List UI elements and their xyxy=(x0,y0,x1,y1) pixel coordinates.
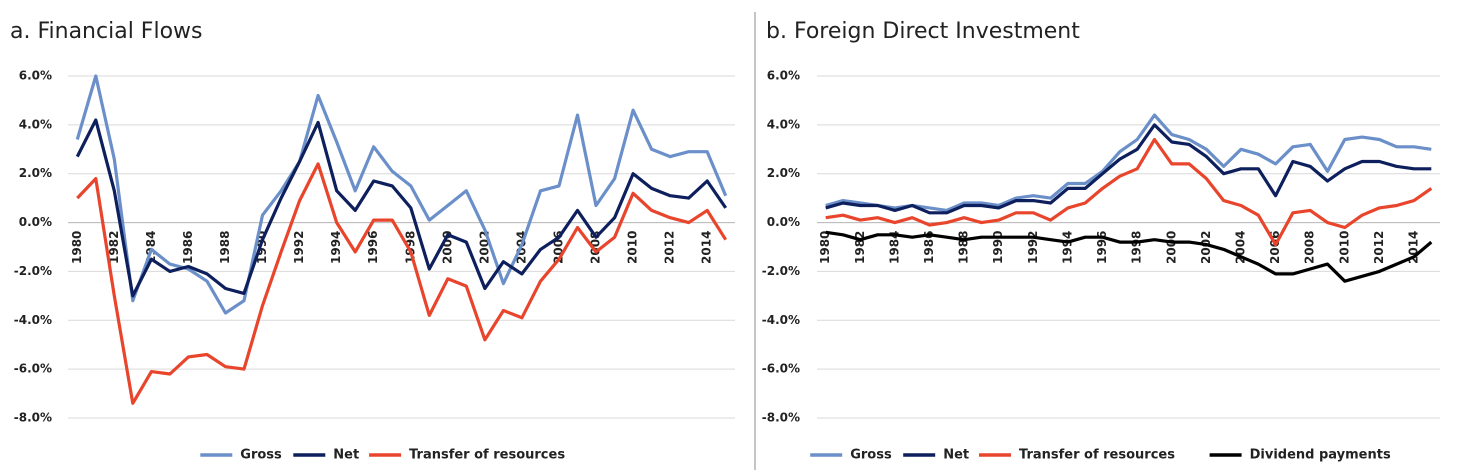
x-tick-label: 1980 xyxy=(70,231,84,264)
chart-title: a. Financial Flows xyxy=(10,19,202,44)
x-tick-label: 1998 xyxy=(403,231,417,264)
y-tick-label: 0.0% xyxy=(19,215,52,229)
x-tick-label: 1996 xyxy=(1095,231,1109,264)
x-tick-label: 2008 xyxy=(1303,231,1317,264)
x-tick-label: 1988 xyxy=(218,231,232,264)
x-tick-label: 1992 xyxy=(1026,231,1040,264)
x-tick-label: 1994 xyxy=(329,231,343,264)
x-tick-label: 1984 xyxy=(887,231,901,264)
x-tick-label: 2000 xyxy=(1164,231,1178,264)
y-tick-label: -8.0% xyxy=(762,411,800,425)
series-line xyxy=(825,230,1433,283)
legend-label: Dividend payments xyxy=(1250,448,1391,463)
legend-label: Gross xyxy=(850,448,892,463)
x-tick-label: 1998 xyxy=(1130,231,1144,264)
y-tick-label: 2.0% xyxy=(19,166,52,180)
y-tick-label: -6.0% xyxy=(14,362,52,376)
x-tick-label: 2014 xyxy=(700,231,714,264)
legend-label: Gross xyxy=(240,448,282,463)
x-tick-label: 1980 xyxy=(818,231,832,264)
x-tick-label: 1988 xyxy=(957,231,971,264)
y-tick-label: 0.0% xyxy=(767,215,800,229)
series-line xyxy=(75,118,728,298)
y-tick-label: 6.0% xyxy=(19,69,52,83)
x-tick-label: 2010 xyxy=(1337,231,1351,264)
y-tick-label: 4.0% xyxy=(19,117,52,131)
series-line xyxy=(825,137,1433,247)
x-tick-label: 2008 xyxy=(589,231,603,264)
y-tick-label: 2.0% xyxy=(767,166,800,180)
x-tick-label: 1990 xyxy=(991,231,1005,264)
legend-label: Net xyxy=(943,448,969,463)
series-line xyxy=(825,123,1432,215)
x-tick-label: 1986 xyxy=(181,231,195,264)
legend-label: Transfer of resources xyxy=(1019,448,1175,463)
x-tick-label: 1982 xyxy=(107,231,121,264)
chart-title: b. Foreign Direct Investment xyxy=(766,19,1080,44)
y-tick-label: 6.0% xyxy=(767,69,800,83)
y-tick-label: -4.0% xyxy=(762,313,800,327)
x-tick-label: 2010 xyxy=(626,231,640,264)
y-tick-label: -4.0% xyxy=(14,313,52,327)
x-tick-label: 1986 xyxy=(922,231,936,264)
y-tick-label: -8.0% xyxy=(14,411,52,425)
y-tick-label: 4.0% xyxy=(767,117,800,131)
x-tick-label: 2002 xyxy=(1199,231,1213,264)
x-tick-label: 2012 xyxy=(663,231,677,264)
legend-label: Net xyxy=(333,448,359,463)
y-tick-label: -2.0% xyxy=(762,264,800,278)
y-tick-label: -6.0% xyxy=(762,362,800,376)
x-tick-label: 1992 xyxy=(292,231,306,264)
x-tick-label: 1982 xyxy=(853,231,867,264)
legend-label: Transfer of resources xyxy=(409,448,565,463)
x-tick-label: 1984 xyxy=(144,231,158,264)
series-line xyxy=(76,162,728,405)
series-line xyxy=(825,113,1432,212)
y-tick-label: -2.0% xyxy=(14,264,52,278)
x-tick-label: 2012 xyxy=(1372,231,1386,264)
x-tick-label: 1994 xyxy=(1060,231,1074,264)
x-tick-label: 1996 xyxy=(366,231,380,264)
